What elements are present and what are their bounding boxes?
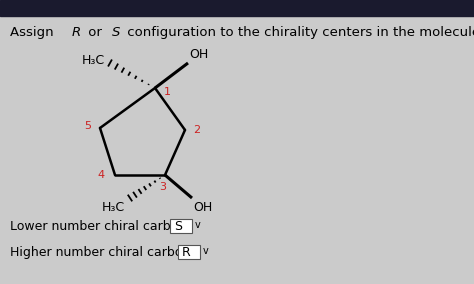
Text: Higher number chiral carbon:: Higher number chiral carbon: [10, 246, 194, 259]
Text: 4: 4 [98, 170, 105, 180]
FancyBboxPatch shape [178, 245, 200, 259]
Text: S: S [112, 26, 121, 39]
Text: R: R [72, 26, 81, 39]
Text: Lower number chiral carbon:: Lower number chiral carbon: [10, 220, 191, 233]
Text: 5: 5 [84, 121, 91, 131]
Text: v: v [195, 220, 201, 230]
Text: configuration to the chirality centers in the molecule below.: configuration to the chirality centers i… [123, 26, 474, 39]
Text: Assign: Assign [10, 26, 58, 39]
FancyBboxPatch shape [170, 219, 192, 233]
Text: H₃C: H₃C [102, 201, 125, 214]
Text: OH: OH [189, 48, 208, 61]
Text: R: R [182, 246, 191, 259]
Text: v: v [203, 246, 209, 256]
Bar [0, 0, 474, 16]
Text: 1: 1 [164, 87, 171, 97]
Text: S: S [174, 220, 182, 233]
Text: or: or [84, 26, 106, 39]
Text: H₃C: H₃C [82, 55, 105, 68]
Text: OH: OH [193, 201, 212, 214]
Text: 2: 2 [193, 125, 201, 135]
Text: 3: 3 [159, 182, 166, 192]
